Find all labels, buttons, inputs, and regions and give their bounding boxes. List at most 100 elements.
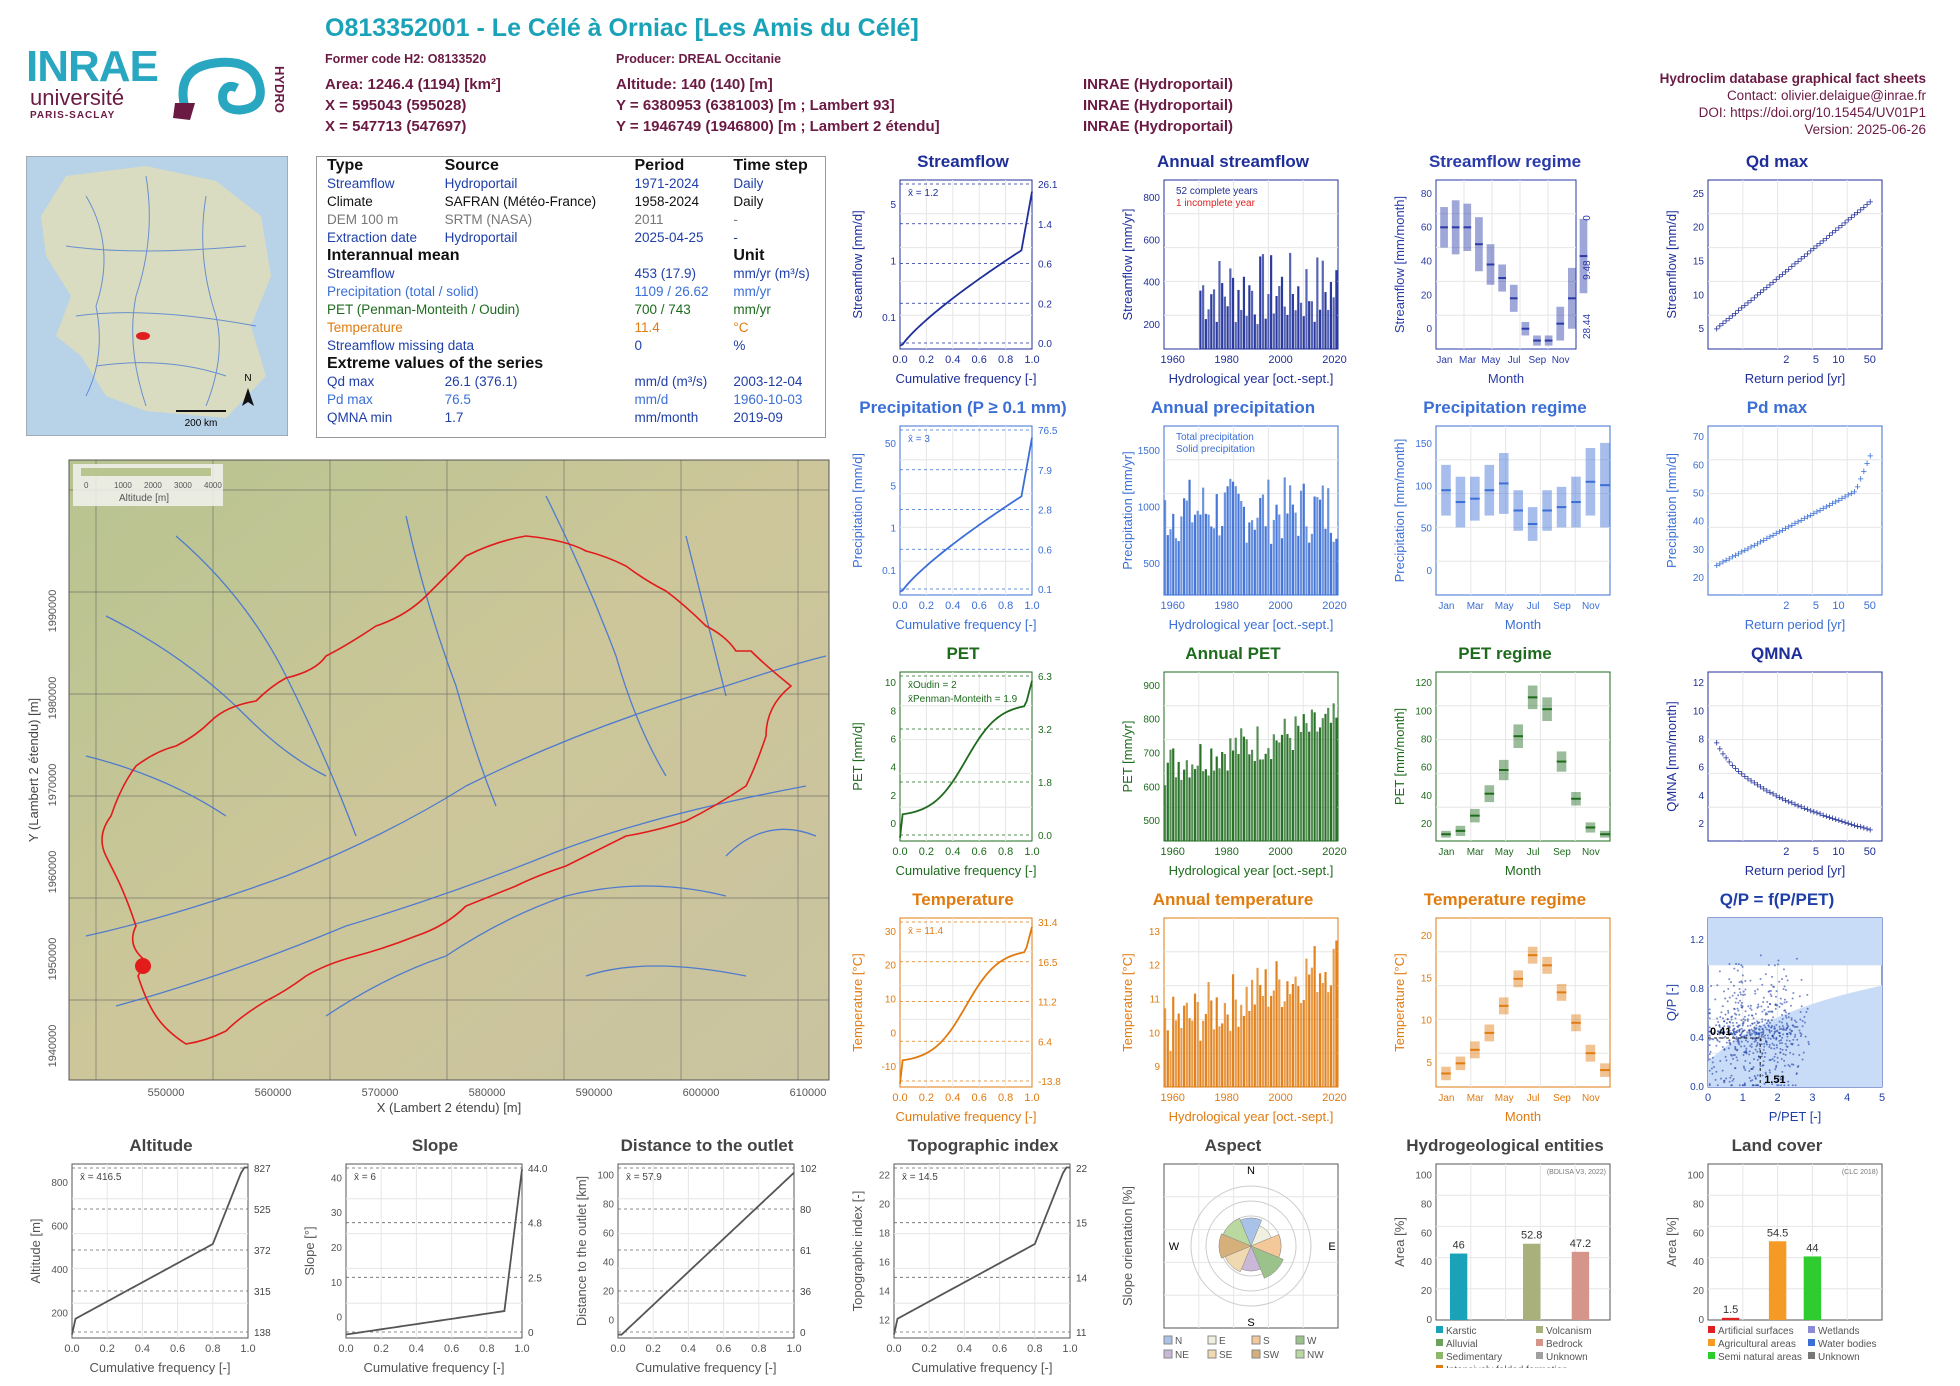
cdf-curve <box>893 1166 1070 1335</box>
x-tick: 2 <box>1783 846 1789 858</box>
return-point: + <box>1723 316 1729 328</box>
qp-point <box>1748 1031 1751 1034</box>
return-point: + <box>1726 313 1732 325</box>
annual-bar <box>1318 499 1322 595</box>
annual-bar <box>1270 543 1273 595</box>
scale-label: 200 km <box>185 418 218 429</box>
qp-point <box>1779 997 1782 1000</box>
qp-point <box>1740 1033 1743 1036</box>
qp-point <box>1782 988 1785 991</box>
return-point: + <box>1726 756 1732 768</box>
return-point: + <box>1720 318 1726 330</box>
qp-point <box>1750 1014 1753 1017</box>
qp-point <box>1728 963 1731 966</box>
map-xtick: 600000 <box>683 1087 720 1099</box>
y-tick: 12 <box>1149 961 1161 972</box>
extreme-row: QMNA min 1.7 mm/month 2019-09 <box>317 409 825 427</box>
aspect-ring <box>1190 1185 1312 1307</box>
col-type: Type <box>327 157 364 174</box>
qp-point <box>1756 1020 1759 1023</box>
y-tick: 900 <box>1143 681 1160 692</box>
qp-point <box>1719 1015 1722 1018</box>
return-point: + <box>1820 810 1826 822</box>
return-point: + <box>1773 790 1779 802</box>
x-tick: 0.8 <box>998 1092 1013 1104</box>
return-point: + <box>1776 272 1782 284</box>
y-tick: 0 <box>608 1316 614 1327</box>
qp-point <box>1775 1046 1778 1049</box>
universite-logo: université <box>30 85 125 110</box>
hydro-text: HYDRO <box>272 66 285 113</box>
qp-point <box>1770 1030 1773 1033</box>
qp-point <box>1788 1039 1791 1042</box>
qp-point <box>1753 1021 1756 1024</box>
qp-point <box>1718 1040 1721 1043</box>
qp-point <box>1744 1019 1747 1022</box>
plot-frame <box>617 1163 795 1339</box>
qp-point <box>1791 1024 1794 1027</box>
qp-point <box>1790 1042 1793 1045</box>
qp-point <box>1754 1033 1757 1036</box>
annual-bar <box>1174 1020 1178 1087</box>
annual-bar <box>1210 294 1213 349</box>
chart-plot: Hydrological year [oct.-sept.] PET [mm/yr… <box>1120 671 1347 878</box>
inrae-logo: INRAE <box>26 42 159 91</box>
qp-point <box>1711 1056 1714 1059</box>
qp-point <box>1733 967 1736 970</box>
x-axis-label: Return period [yr] <box>1745 371 1845 386</box>
qp-point <box>1708 1038 1711 1041</box>
annual-bar <box>1215 321 1218 349</box>
qp-point <box>1761 1052 1764 1055</box>
qp-point <box>1743 1082 1746 1085</box>
x-tick: May <box>1495 1093 1514 1104</box>
annual-bar <box>1193 769 1197 841</box>
annual-bar <box>1199 1040 1202 1087</box>
annual-bar <box>1256 517 1259 595</box>
x-axis-label: Month <box>1488 371 1524 386</box>
qp-point <box>1753 1030 1756 1033</box>
qp-point <box>1780 1027 1783 1030</box>
return-point: + <box>1817 809 1823 821</box>
return-point: + <box>1867 197 1873 209</box>
qp-point <box>1728 1029 1731 1032</box>
legend-swatch <box>1251 1335 1261 1345</box>
qp-point <box>1719 1030 1722 1033</box>
x-tick: Jan <box>1436 355 1452 366</box>
qp-point <box>1762 1048 1765 1051</box>
legend-entry: Karstic <box>1446 1326 1477 1337</box>
chart-title: Hydrogeological entities <box>1406 1136 1604 1155</box>
qp-point <box>1771 1034 1774 1037</box>
qp-point <box>1769 993 1772 996</box>
qp-point <box>1708 1030 1711 1033</box>
return-point: + <box>1795 517 1801 529</box>
qp-point <box>1740 1045 1743 1048</box>
qp-point <box>1740 1004 1743 1007</box>
qp-point <box>1753 1026 1756 1029</box>
qp-point <box>1770 989 1773 992</box>
qp-point <box>1743 1029 1746 1032</box>
return-point: + <box>1754 538 1760 550</box>
chart-title: QMNA <box>1751 644 1803 663</box>
x-tick: 0.4 <box>945 354 960 366</box>
return-point: + <box>1836 222 1842 234</box>
extreme-unit: mm/d (m³/s) <box>634 374 708 389</box>
qp-point <box>1737 994 1740 997</box>
area-bar <box>1768 1241 1787 1320</box>
qp-point <box>1752 1084 1755 1087</box>
return-point: + <box>1801 803 1807 815</box>
x-tick: 0.4 <box>681 1343 696 1355</box>
qp-point <box>1740 1040 1743 1043</box>
x-tick: 50 <box>1864 354 1876 366</box>
y-tick: 5 <box>890 200 896 211</box>
y-tick: 80 <box>1693 1199 1705 1210</box>
qp-point <box>1775 1036 1778 1039</box>
qp-point <box>1763 1082 1766 1085</box>
qp-point <box>1737 1009 1740 1012</box>
mean-unit: mm/yr <box>733 284 771 299</box>
qp-point <box>1750 1008 1753 1011</box>
qp-point <box>1762 1000 1765 1003</box>
legend-entry: Total precipitation <box>1176 432 1254 443</box>
extreme-row: Qd max 26.1 (376.1) mm/d (m³/s) 2003-12-04 <box>317 373 825 391</box>
qp-point <box>1779 1078 1782 1081</box>
annual-bar <box>1204 769 1207 841</box>
